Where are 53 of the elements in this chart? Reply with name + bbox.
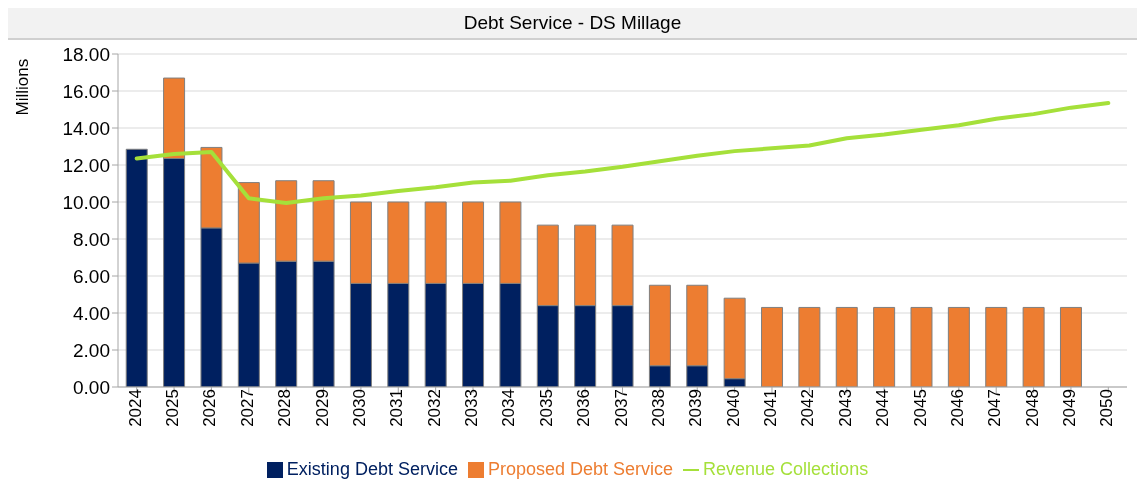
x-tick-label: 2043 xyxy=(835,389,855,427)
x-tick-label: 2041 xyxy=(761,389,781,427)
x-tick-label: 2034 xyxy=(499,389,519,427)
x-tick-label: 2024 xyxy=(125,389,145,427)
bar xyxy=(910,306,933,387)
y-tick-label: 10.00 xyxy=(62,191,110,213)
x-tick-label: 2032 xyxy=(424,389,444,427)
y-tick-label: 8.00 xyxy=(73,228,110,250)
x-tick-label: 2029 xyxy=(312,389,332,427)
bar xyxy=(761,306,784,387)
y-tick-label: 16.00 xyxy=(62,80,110,102)
bar xyxy=(947,306,970,387)
y-tick-label: 18.00 xyxy=(62,43,110,65)
x-tick-label: 2036 xyxy=(574,389,594,427)
x-tick-label: 2027 xyxy=(237,389,257,427)
y-tick-label: 0.00 xyxy=(73,376,110,398)
x-tick-label: 2044 xyxy=(873,389,893,427)
x-tick-label: 2035 xyxy=(536,389,556,427)
bar xyxy=(1059,306,1082,387)
x-tick-label: 2048 xyxy=(1022,389,1042,427)
x-tick-label: 2045 xyxy=(910,389,930,427)
x-tick-label: 2038 xyxy=(648,389,668,427)
x-tick-label: 2030 xyxy=(349,389,369,427)
x-tick-label: 2046 xyxy=(947,389,967,427)
bar xyxy=(125,148,148,387)
y-axis-title: Millions xyxy=(13,58,33,116)
y-tick-label: 14.00 xyxy=(62,117,110,139)
x-tick-label: 2026 xyxy=(200,389,220,427)
x-tick-label: 2025 xyxy=(163,389,183,427)
x-tick-label: 2042 xyxy=(798,389,818,427)
y-tick-label: 2.00 xyxy=(73,339,110,361)
x-tick-label: 2050 xyxy=(1097,389,1117,427)
bar xyxy=(1022,306,1045,387)
x-tick-label: 2033 xyxy=(462,389,482,427)
x-tick-label: 2028 xyxy=(275,389,295,427)
legend-label: Revenue Collections xyxy=(703,459,869,479)
bar xyxy=(873,306,896,387)
chart-title: Debt Service - DS Millage xyxy=(8,8,1137,40)
x-tick-label: 2040 xyxy=(723,389,743,427)
x-tick-label: 2049 xyxy=(1060,389,1080,427)
legend-label: Existing Debt Service xyxy=(286,459,458,479)
y-tick-label: 12.00 xyxy=(62,154,110,176)
y-tick-label: 4.00 xyxy=(73,302,110,324)
y-tick-label: 6.00 xyxy=(73,265,110,287)
line-series xyxy=(134,101,1111,205)
bar xyxy=(985,306,1008,387)
x-tick-label: 2031 xyxy=(387,389,407,427)
x-tick-label: 2047 xyxy=(985,389,1005,427)
x-tick-label: 2037 xyxy=(611,389,631,427)
bar xyxy=(835,306,858,387)
x-tick-label: 2039 xyxy=(686,389,706,427)
legend-label: Proposed Debt Service xyxy=(487,459,674,479)
bar xyxy=(798,306,821,387)
